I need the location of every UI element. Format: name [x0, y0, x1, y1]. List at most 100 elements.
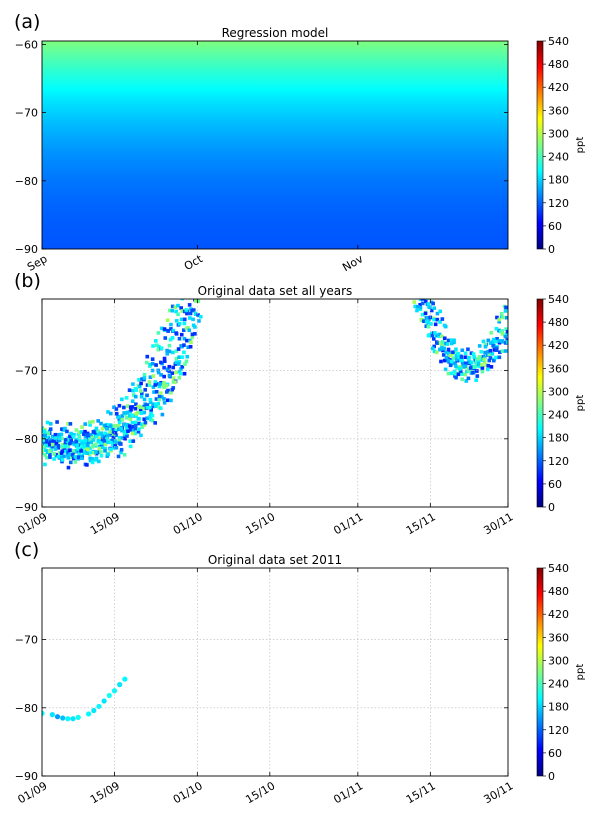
scatter-point: [446, 338, 451, 343]
scatter-point: [452, 369, 457, 374]
scatter-point: [151, 374, 156, 378]
scatter-point: [464, 369, 469, 374]
colorbar: 0 60 120 180 240 300 360 420 480 540 ppt: [536, 293, 586, 514]
scatter-point: [439, 359, 443, 364]
colorbar-tick-label: 0: [548, 501, 555, 514]
scatter-point: [88, 423, 92, 427]
scatter-point: [190, 332, 195, 337]
scatter-point: [128, 426, 133, 431]
scatter-point: [412, 300, 416, 304]
scatter-point: [106, 440, 111, 445]
scatter-point: [137, 427, 141, 431]
scatter-point: [486, 363, 491, 368]
scatter-point: [72, 442, 77, 447]
scatter-point: [139, 405, 143, 409]
scatter-point: [130, 413, 135, 418]
scatter-point: [57, 436, 62, 440]
scatter-point: [189, 340, 193, 345]
scatter-point: [42, 438, 47, 442]
scatter-point: [190, 335, 195, 340]
scatter-point: [466, 347, 470, 352]
scatter-point: [193, 312, 198, 316]
scatter-point: [122, 411, 126, 415]
scatter-point: [70, 440, 75, 445]
scatter-point: [435, 311, 440, 316]
scatter-point: [464, 379, 469, 383]
scatter-point: [127, 424, 132, 428]
scatter-point: [145, 416, 150, 421]
scatter-point: [126, 429, 130, 434]
scatter-point: [66, 453, 70, 457]
scatter-point: [68, 448, 72, 452]
scatter-point: [180, 344, 184, 349]
scatter-point: [96, 703, 102, 710]
scatter-point: [88, 438, 93, 442]
scatter-point: [495, 315, 499, 320]
scatter-point: [182, 321, 187, 326]
scatter-point: [503, 341, 508, 345]
scatter-point: [483, 342, 488, 347]
scatter-point: [66, 444, 71, 448]
grid: [42, 299, 508, 507]
scatter-point: [420, 299, 425, 301]
scatter-point: [432, 349, 437, 354]
scatter-point: [89, 433, 93, 437]
scatter-point: [444, 350, 449, 355]
scatter-point: [62, 454, 66, 459]
scatter-point: [51, 436, 55, 440]
scatter-point: [164, 383, 169, 388]
scatter-point: [66, 422, 70, 426]
scatter-point: [503, 349, 508, 353]
scatter-point: [442, 346, 446, 351]
scatter-point: [177, 360, 182, 364]
scatter-point: [459, 355, 464, 359]
scatter-point: [466, 369, 471, 373]
scatter-point: [47, 438, 52, 442]
scatter-point: [120, 436, 125, 440]
scatter-point: [116, 427, 121, 432]
scatter-point: [63, 444, 68, 448]
scatter-point: [112, 405, 116, 410]
scatter-point: [133, 426, 138, 431]
scatter-point: [122, 405, 126, 410]
x-tick-label: 01/09: [16, 510, 50, 537]
scatter-point: [491, 343, 495, 348]
scatter-point: [134, 402, 138, 407]
scatter-point: [54, 436, 58, 440]
y-tick-label: −80: [15, 175, 38, 188]
scatter-point: [457, 367, 462, 371]
scatter-point: [68, 434, 72, 439]
scatter-point: [453, 361, 457, 365]
scatter-point: [188, 316, 192, 320]
scatter-point: [460, 348, 465, 353]
scatter-point: [446, 371, 451, 376]
scatter-point: [446, 358, 451, 363]
scatter-point: [420, 312, 425, 317]
scatter-point: [43, 462, 47, 467]
scatter-point: [443, 341, 448, 346]
scatter-point: [45, 455, 49, 460]
x-tick-label: 01/09: [16, 779, 50, 806]
scatter-point: [460, 360, 465, 365]
scatter-point: [463, 361, 468, 366]
scatter-point: [180, 309, 184, 313]
scatter-point: [463, 351, 468, 356]
scatter-point: [111, 433, 116, 438]
scatter-point: [76, 432, 81, 436]
scatter-point: [433, 322, 438, 327]
scatter-point: [490, 352, 495, 356]
colorbar-label: ppt: [575, 395, 586, 412]
scatter-point: [489, 365, 494, 369]
scatter-point: [419, 317, 424, 322]
scatter-point: [82, 432, 86, 436]
scatter-point: [159, 391, 163, 395]
scatter-point: [128, 417, 133, 422]
scatter-point: [65, 441, 70, 445]
scatter-point: [91, 419, 95, 424]
scatter-point: [153, 380, 158, 384]
scatter-point: [160, 412, 165, 417]
y-axis: −70 −80 −90: [15, 634, 508, 783]
scatter-point: [140, 422, 144, 427]
scatter-point: [506, 340, 508, 344]
scatter-point: [108, 411, 113, 416]
